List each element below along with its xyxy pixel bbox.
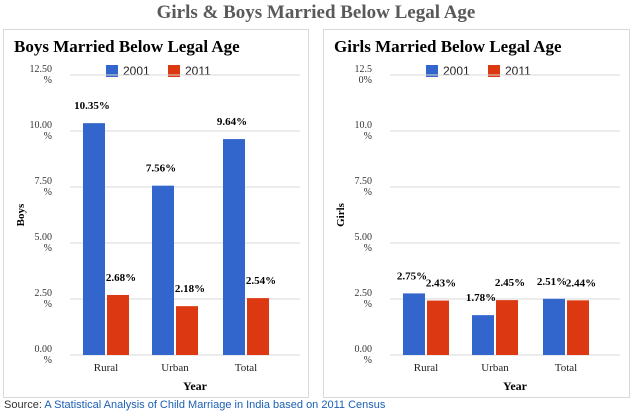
y-tick-label-number: 5.00 — [355, 232, 373, 243]
data-label-2001-total: 2.51% — [537, 276, 567, 288]
data-label-2011-urban: 2.18% — [175, 283, 205, 295]
bar-2001-urban — [152, 185, 174, 355]
y-tick-label-number: 0.00 — [355, 344, 373, 355]
bar-2001-total — [223, 139, 245, 355]
x-tick-label-total: Total — [235, 362, 257, 374]
x-tick-label-urban: Urban — [161, 362, 189, 374]
source-prefix: Source: — [4, 399, 42, 411]
y-tick-label-number: 2.50 — [355, 288, 373, 299]
data-label-2001-rural: 10.35% — [74, 100, 110, 112]
source-note: Source: A Statistical Analysis of Child … — [4, 399, 385, 411]
y-tick-label-number: 12.5 — [355, 64, 373, 75]
x-axis-label: Year — [183, 379, 208, 393]
y-tick-label-unit: % — [44, 131, 52, 142]
data-label-2011-total: 2.54% — [246, 275, 276, 287]
y-tick-label-unit: 0% — [359, 75, 372, 86]
y-tick-label-number: 7.50 — [355, 176, 373, 187]
boys-chart-panel: Boys Married Below Legal Age 2001 2011 0.00… — [3, 29, 309, 398]
bar-2011-total — [567, 300, 589, 355]
bar-2011-rural — [107, 294, 129, 355]
legend-swatch-2011 — [488, 65, 500, 77]
y-tick-label-number: 12.50 — [30, 64, 53, 75]
legend-label-2001: 2001 — [123, 64, 150, 78]
legend-label-2011: 2011 — [505, 64, 531, 78]
data-label-2001-total: 9.64% — [217, 116, 247, 128]
data-label-2001-urban: 1.78% — [466, 292, 496, 304]
y-axis-label: Girls — [335, 202, 347, 227]
legend-label-2011: 2011 — [185, 64, 211, 78]
y-tick-label-unit: % — [364, 187, 372, 198]
girls-chart: Girls Married Below Legal Age 2001 2011 0.0… — [334, 37, 620, 393]
bar-2001-urban — [472, 315, 494, 355]
source-link[interactable]: A Statistical Analysis of Child Marriage… — [44, 399, 386, 411]
x-axis-label: Year — [503, 379, 528, 393]
y-tick-label-unit: % — [44, 187, 52, 198]
y-tick-label-number: 10.0 — [355, 120, 373, 131]
y-tick-label-number: 7.50 — [35, 176, 53, 187]
main-title: Girls & Boys Married Below Legal Age — [156, 2, 476, 23]
y-axis-label: Boys — [15, 203, 27, 226]
legend-swatch-2001 — [426, 65, 438, 77]
x-tick-label-total: Total — [555, 362, 577, 374]
bar-2011-total — [247, 298, 269, 355]
data-label-2011-urban: 2.45% — [495, 277, 525, 289]
data-label-2011-rural: 2.68% — [106, 272, 136, 284]
bar-2011-rural — [427, 300, 449, 355]
legend-swatch-2001 — [106, 65, 118, 77]
y-tick-label-unit: % — [364, 355, 372, 366]
bar-2001-rural — [403, 293, 425, 355]
y-tick-label-unit: % — [44, 299, 52, 310]
bar-2011-urban — [496, 300, 518, 355]
y-tick-label-number: 2.50 — [35, 288, 53, 299]
x-tick-label-urban: Urban — [481, 362, 509, 374]
legend-label-2001: 2001 — [443, 64, 470, 78]
y-tick-label-number: 10.00 — [30, 120, 53, 131]
data-label-2011-total: 2.44% — [566, 277, 596, 289]
legend-swatch-2011 — [168, 65, 180, 77]
data-label-2001-rural: 2.75% — [397, 270, 427, 282]
y-tick-label-unit: % — [44, 243, 52, 254]
bar-2001-rural — [83, 123, 105, 355]
data-label-2011-rural: 2.43% — [426, 278, 456, 290]
x-tick-label-rural: Rural — [414, 362, 438, 374]
y-tick-label-unit: % — [44, 75, 52, 86]
x-tick-label-rural: Rural — [94, 362, 118, 374]
y-tick-label-number: 5.00 — [35, 232, 53, 243]
y-tick-label-unit: % — [364, 243, 372, 254]
data-label-2001-urban: 7.56% — [146, 163, 176, 175]
y-tick-label-unit: % — [364, 131, 372, 142]
chart-title: Boys Married Below Legal Age — [14, 37, 240, 56]
bar-2011-urban — [176, 306, 198, 355]
chart-title: Girls Married Below Legal Age — [334, 37, 562, 56]
y-tick-label-unit: % — [364, 299, 372, 310]
bar-2001-total — [543, 298, 565, 355]
girls-chart-panel: Girls Married Below Legal Age 2001 2011 0.0… — [323, 29, 630, 398]
boys-chart: Boys Married Below Legal Age 2001 2011 0.00… — [14, 37, 300, 393]
y-tick-label-unit: % — [44, 355, 52, 366]
y-tick-label-number: 0.00 — [35, 344, 53, 355]
